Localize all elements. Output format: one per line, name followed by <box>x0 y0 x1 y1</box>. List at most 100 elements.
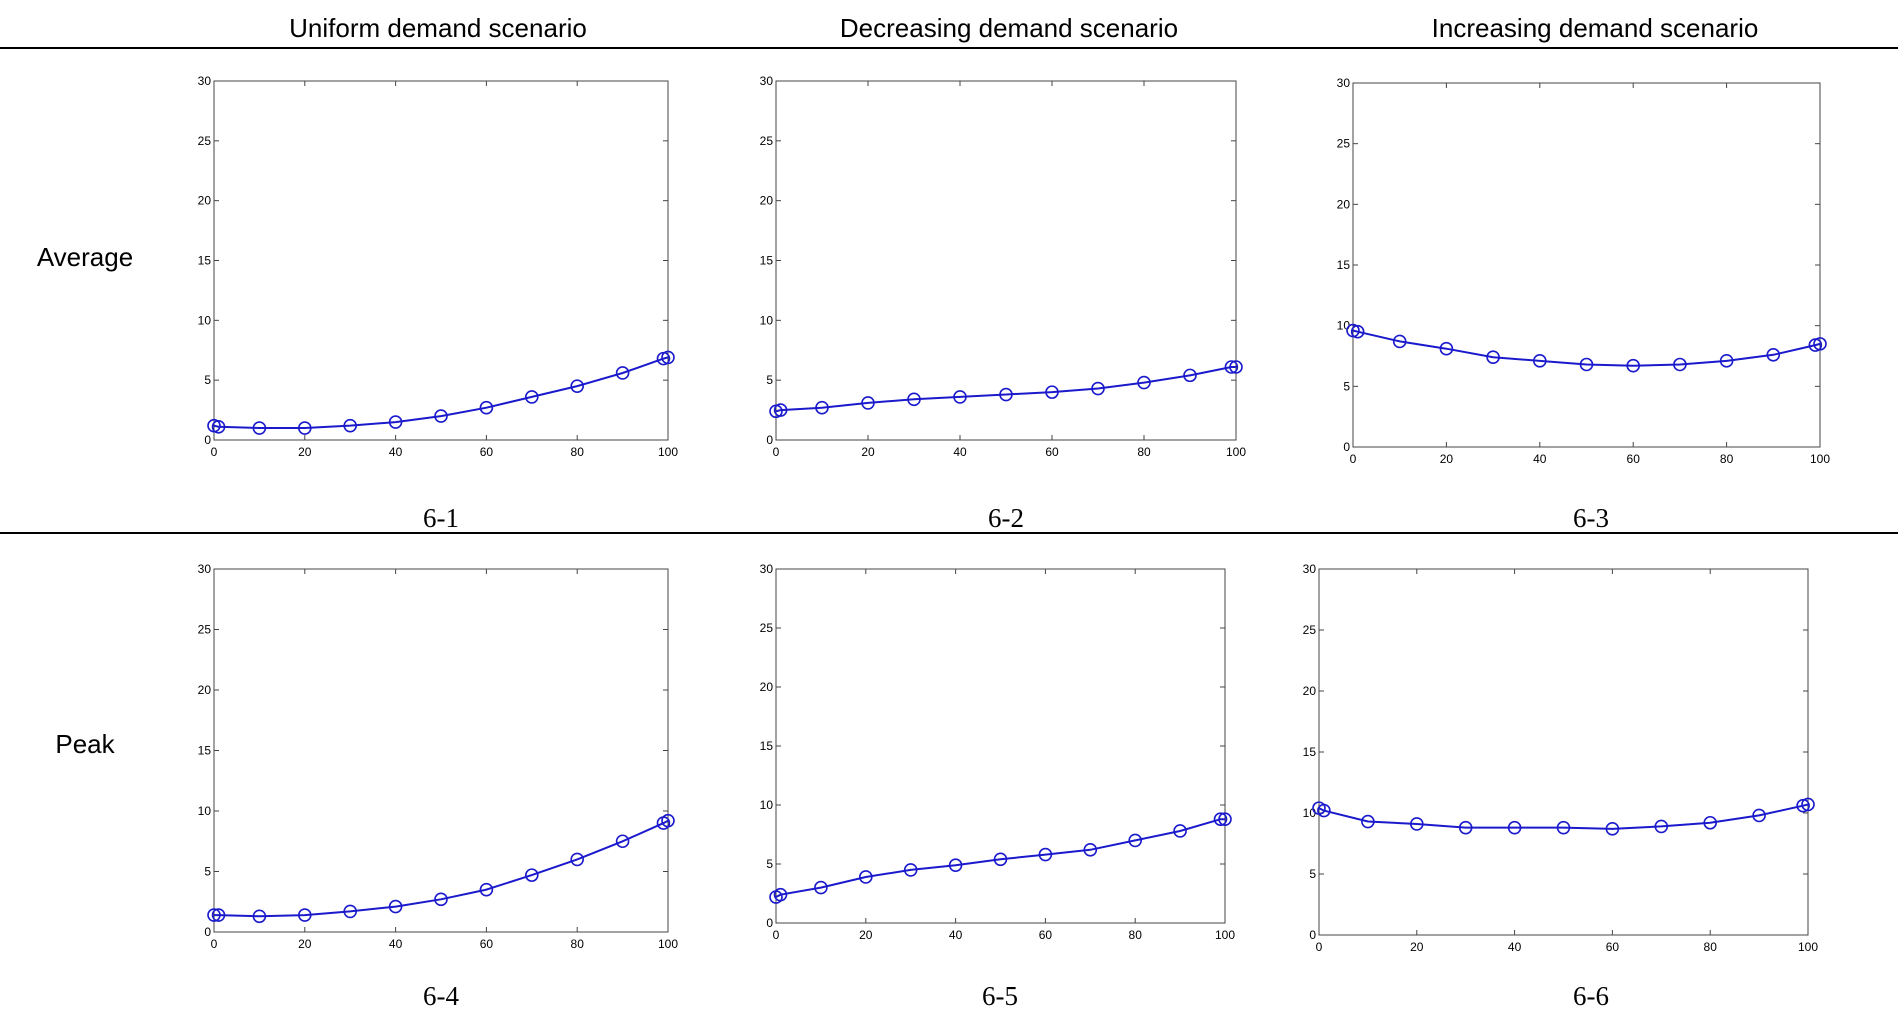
x-tick-label: 80 <box>1137 445 1151 459</box>
y-tick-label: 25 <box>760 621 774 635</box>
data-point <box>1392 334 1407 349</box>
y-tick-label: 5 <box>204 865 211 879</box>
x-tick-label: 40 <box>949 928 963 942</box>
data-point <box>211 908 226 922</box>
caption-6-2: 6-2 <box>988 503 1024 533</box>
data-point <box>1801 797 1815 812</box>
x-tick-label: 0 <box>773 928 780 942</box>
plot-frame <box>1352 82 1821 448</box>
data-point <box>1091 381 1105 396</box>
row-label-average: Average <box>36 242 134 272</box>
data-point <box>1218 812 1232 826</box>
y-tick-label: 0 <box>766 916 773 930</box>
y-tick-label: 10 <box>198 313 212 327</box>
data-point <box>570 379 585 393</box>
y-tick-label: 10 <box>760 313 774 327</box>
y-tick-label: 15 <box>198 744 212 758</box>
x-tick-label: 20 <box>1410 940 1424 954</box>
y-tick-label: 20 <box>760 194 774 208</box>
series-line <box>1352 329 1821 367</box>
x-tick-label: 40 <box>953 445 967 459</box>
data-point <box>298 421 312 435</box>
data-point <box>252 909 267 924</box>
y-tick-label: 5 <box>1343 379 1350 393</box>
caption-6-6: 6-6 <box>1573 981 1609 1011</box>
data-point <box>1486 350 1500 365</box>
x-tick-label: 40 <box>389 937 403 951</box>
plot-frame <box>213 80 669 441</box>
y-tick-label: 20 <box>1303 684 1317 698</box>
data-point <box>773 887 788 902</box>
data-point <box>907 392 921 407</box>
data-point <box>1507 820 1522 835</box>
y-tick-label: 25 <box>1303 623 1317 637</box>
data-point <box>953 390 967 404</box>
data-point <box>1752 808 1766 823</box>
data-point <box>859 870 873 884</box>
y-tick-label: 0 <box>766 433 773 447</box>
x-tick-label: 20 <box>298 937 312 951</box>
data-point <box>343 418 357 433</box>
data-point <box>999 387 1013 402</box>
x-tick-label: 100 <box>1215 928 1235 942</box>
row-divider <box>0 532 1898 534</box>
data-point <box>1038 847 1053 862</box>
data-point <box>661 813 675 828</box>
x-tick-label: 60 <box>1039 928 1053 942</box>
data-point <box>773 403 788 417</box>
series-line <box>775 366 1236 413</box>
data-point <box>434 409 448 423</box>
row-label-peak: Peak <box>55 729 115 759</box>
y-tick-label: 15 <box>1303 745 1317 759</box>
y-tick-label: 10 <box>760 798 774 812</box>
x-tick-label: 0 <box>1316 940 1323 954</box>
x-tick-label: 100 <box>658 445 678 459</box>
y-tick-label: 30 <box>1303 562 1317 576</box>
x-tick-label: 60 <box>480 445 494 459</box>
data-point <box>524 390 539 404</box>
series-line <box>214 819 669 918</box>
data-point <box>661 350 675 365</box>
data-point <box>814 880 828 895</box>
series-line <box>1318 803 1809 830</box>
data-point <box>524 868 539 882</box>
data-point <box>211 420 226 434</box>
y-tick-label: 15 <box>198 254 212 268</box>
data-point <box>388 899 403 914</box>
x-tick-label: 100 <box>1798 940 1818 954</box>
data-point <box>615 366 630 380</box>
data-point <box>1213 812 1228 826</box>
y-tick-label: 15 <box>760 739 774 753</box>
data-point <box>861 396 875 410</box>
data-point <box>1137 375 1151 390</box>
plot-frame <box>213 568 669 933</box>
y-tick-label: 5 <box>766 373 773 387</box>
data-point <box>298 908 312 922</box>
data-point <box>1556 820 1571 835</box>
data-point <box>1173 824 1187 838</box>
y-tick-label: 20 <box>760 680 774 694</box>
data-point <box>993 852 1008 867</box>
data-point <box>948 858 963 872</box>
data-point <box>479 882 494 897</box>
data-point <box>903 863 918 877</box>
x-tick-label: 60 <box>1045 445 1059 459</box>
y-tick-label: 0 <box>1343 440 1350 454</box>
data-point <box>1813 337 1827 351</box>
data-point <box>1533 354 1547 368</box>
x-tick-label: 60 <box>1627 452 1641 466</box>
caption-6-1: 6-1 <box>423 503 459 533</box>
y-tick-label: 5 <box>766 857 773 871</box>
y-tick-label: 0 <box>1309 928 1316 942</box>
plot-6-5: 0 20 40 60 80 100 0 5 10 15 20 25 30 <box>760 562 1236 942</box>
y-tick-label: 10 <box>198 804 212 818</box>
x-tick-label: 40 <box>1533 452 1547 466</box>
y-tick-label: 15 <box>760 254 774 268</box>
x-tick-label: 60 <box>1606 940 1620 954</box>
x-tick-label: 20 <box>1440 452 1454 466</box>
x-tick-label: 80 <box>1129 928 1143 942</box>
x-tick-label: 60 <box>480 937 494 951</box>
x-tick-label: 20 <box>298 445 312 459</box>
x-tick-label: 0 <box>211 445 218 459</box>
data-point <box>479 400 494 415</box>
